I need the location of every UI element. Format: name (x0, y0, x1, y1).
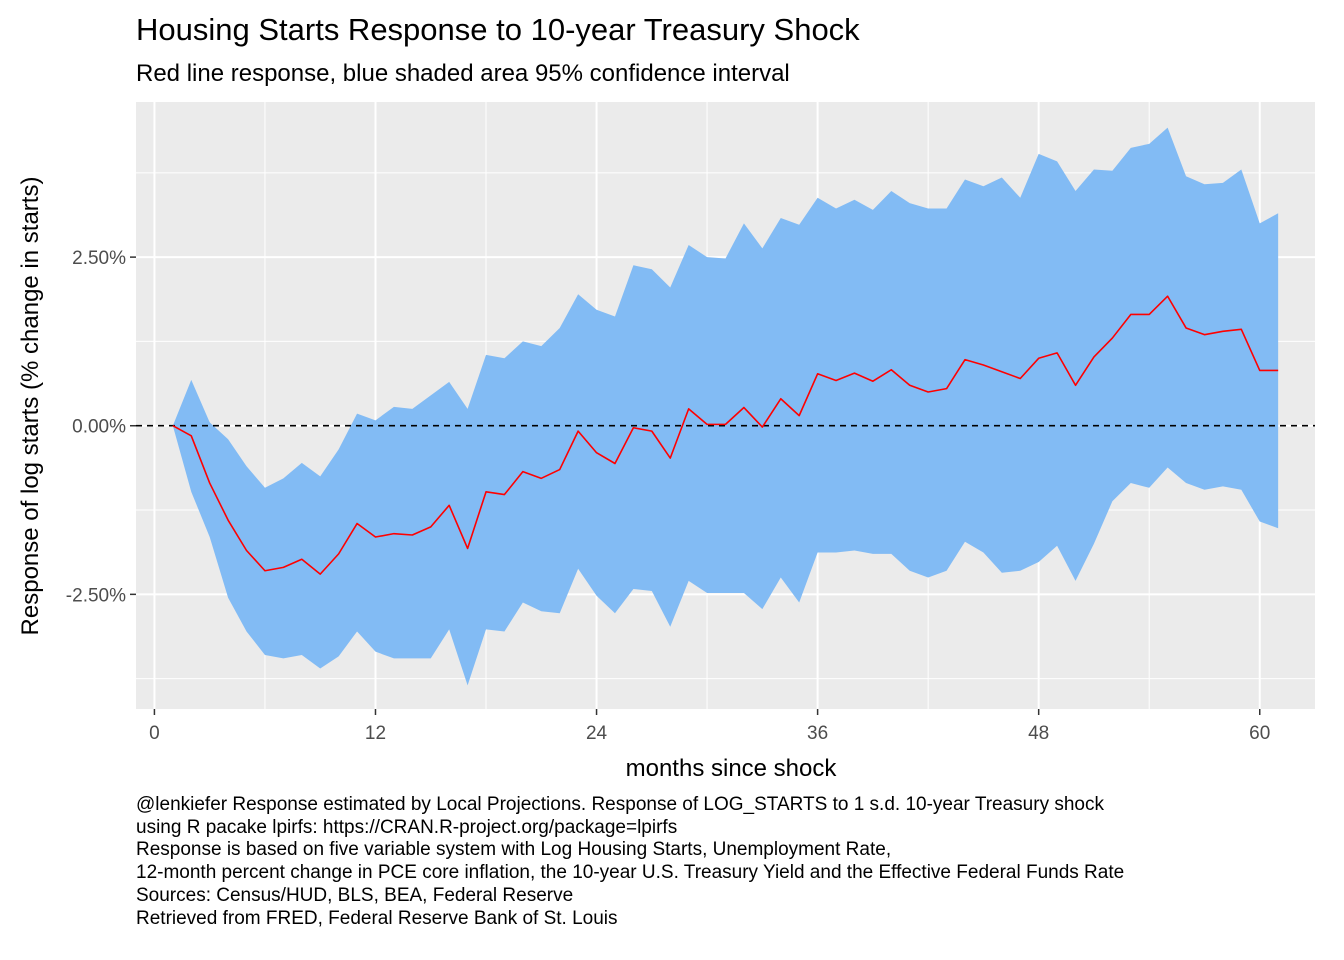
x-axis-ticks: 0 12 24 36 48 60 (149, 709, 1270, 744)
x-tick-label: 48 (1028, 723, 1049, 744)
y-tick-label: 2.50% (72, 248, 126, 269)
caption-line: @lenkiefer Response estimated by Local P… (136, 794, 1104, 815)
caption-line: Sources: Census/HUD, BLS, BEA, Federal R… (136, 884, 574, 906)
confidence-band-layer (172, 127, 1279, 686)
caption-line: using R pacake lpirfs: https://CRAN.R-pr… (136, 816, 678, 838)
response-line-layer (172, 295, 1279, 575)
x-axis-title: months since shock (626, 755, 838, 782)
response-line (172, 295, 1279, 575)
x-tick-label: 24 (586, 723, 608, 744)
chart-subtitle: Red line response, blue shaded area 95% … (136, 60, 790, 87)
x-tick-label: 36 (807, 723, 828, 744)
y-axis-title: Response of log starts (% change in star… (17, 177, 44, 636)
chart-title: Housing Starts Response to 10-year Treas… (136, 12, 860, 47)
x-tick-label: 0 (149, 723, 160, 744)
y-tick-label: -2.50% (66, 585, 126, 606)
caption-line: 12-month percent change in PCE core infl… (136, 862, 1125, 884)
x-tick-label: 60 (1249, 723, 1270, 744)
y-tick-label: 0.00% (72, 417, 126, 438)
y-axis-ticks: -2.50% 0.00% 2.50% (66, 248, 136, 606)
caption-line: Retrieved from FRED, Federal Reserve Ban… (136, 907, 618, 929)
x-tick-label: 12 (365, 723, 386, 744)
confidence-band (172, 127, 1279, 686)
caption-line: Response is based on five variable syste… (136, 839, 892, 861)
chart-caption: @lenkiefer Response estimated by Local P… (136, 794, 1124, 930)
